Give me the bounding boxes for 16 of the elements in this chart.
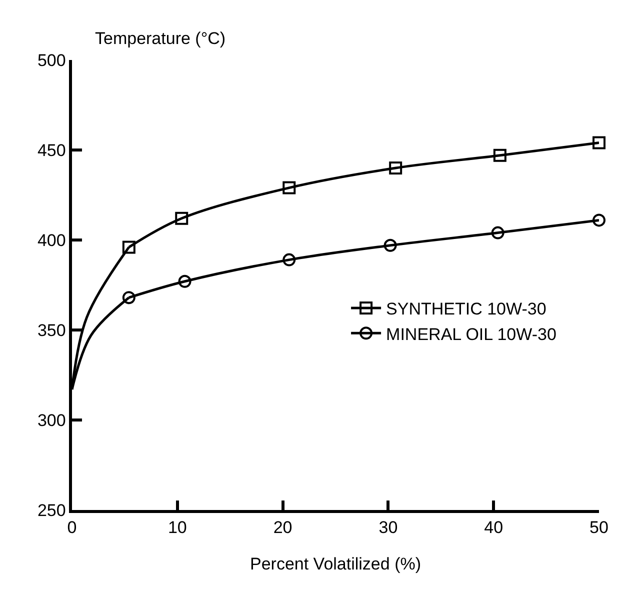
legend-label: SYNTHETIC 10W-30 — [386, 300, 546, 319]
x-tick-label: 0 — [67, 518, 77, 538]
x-tick-label: 20 — [273, 518, 292, 538]
y-axis-title: Temperature (°C) — [95, 29, 226, 48]
x-tick-label: 30 — [378, 518, 398, 538]
x-tick-label: 50 — [590, 518, 608, 538]
legend-label: MINERAL OIL 10W-30 — [386, 324, 556, 344]
x-tick-label: 40 — [484, 518, 504, 538]
y-tick-label: 450 — [37, 140, 66, 160]
x-axis-title: Percent Volatilized (%) — [250, 554, 422, 574]
x-tick-label: 10 — [168, 518, 187, 538]
y-tick-label: 350 — [37, 320, 66, 340]
y-tick-label: 500 — [37, 50, 66, 70]
y-tick-label: 300 — [37, 410, 66, 430]
y-tick-label: 400 — [37, 230, 66, 250]
y-tick-label: 250 — [37, 500, 66, 520]
